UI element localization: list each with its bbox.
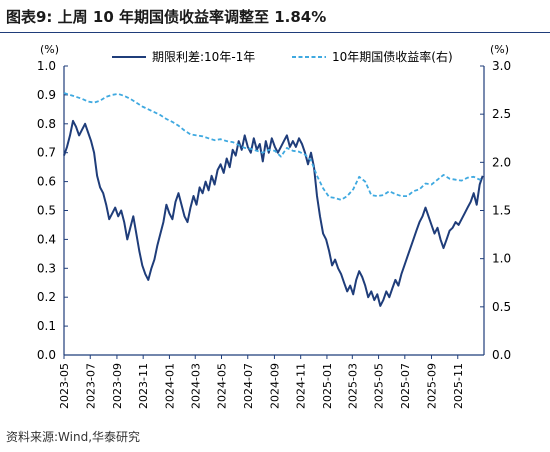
left-tick-label: 1.0 xyxy=(37,59,56,73)
right-tick-label: 3.0 xyxy=(492,59,511,73)
x-tick-label: 2025-09 xyxy=(426,363,439,409)
left-tick-label: 0.3 xyxy=(37,261,56,275)
x-tick-label: 2025-01 xyxy=(321,363,334,409)
legend-label: 期限利差:10年-1年 xyxy=(152,50,255,64)
left-axis-unit: (%) xyxy=(40,43,59,56)
left-tick-label: 0.4 xyxy=(37,232,56,246)
x-tick-label: 2024-03 xyxy=(189,363,202,409)
left-tick-label: 0.9 xyxy=(37,88,56,102)
title-bar: 图表9: 上周 10 年期国债收益率调整至 1.84% xyxy=(0,0,550,33)
left-tick-label: 0.2 xyxy=(37,290,56,304)
x-tick-label: 2024-01 xyxy=(163,363,176,409)
left-tick-label: 0.7 xyxy=(37,146,56,160)
left-tick-label: 0.8 xyxy=(37,117,56,131)
series-line-spread xyxy=(63,119,484,307)
left-tick-label: 0.6 xyxy=(37,175,56,189)
figure-source: 资料来源:Wind,华泰研究 xyxy=(6,430,141,444)
x-tick-label: 2023-11 xyxy=(137,363,150,409)
right-tick-label: 2.5 xyxy=(492,107,511,121)
left-tick-label: 0.0 xyxy=(37,348,56,362)
x-tick-label: 2025-03 xyxy=(346,363,359,409)
left-tick-label: 0.1 xyxy=(37,319,56,333)
x-tick-label: 2024-11 xyxy=(295,363,308,409)
legend: 期限利差:10年-1年 10年期国债收益率(右) xyxy=(112,49,453,64)
x-tick-label: 2025-05 xyxy=(373,363,386,409)
figure-title: 图表9: 上周 10 年期国债收益率调整至 1.84% xyxy=(6,8,327,26)
left-tick-label: 0.5 xyxy=(37,204,56,218)
axes: (%) (%) 0.0 0.1 0.2 0.3 0.4 0.5 0.6 0.7 0.8 0.9 1.0 0… xyxy=(37,43,511,409)
legend-label: 10年期国债收益率(右) xyxy=(332,49,453,64)
line-chart: (%) (%) 0.0 0.1 0.2 0.3 0.4 0.5 0.6 0.7 0.8 0.9 1.0 0… xyxy=(37,43,511,409)
x-tick-label: 2024-09 xyxy=(268,363,281,409)
right-tick-label: 1.0 xyxy=(492,252,511,266)
right-tick-label: 1.5 xyxy=(492,204,511,218)
x-tick-label: 2023-09 xyxy=(111,363,124,409)
x-tick-label: 2023-07 xyxy=(84,363,97,409)
right-tick-label: 0.5 xyxy=(492,300,511,314)
x-tick-label: 2025-07 xyxy=(399,363,412,409)
right-axis-unit: (%) xyxy=(490,43,509,56)
x-tick-label: 2024-07 xyxy=(242,363,255,409)
x-tick-label: 2024-05 xyxy=(216,363,229,409)
series-layer xyxy=(63,92,484,307)
right-tick-label: 2.0 xyxy=(492,155,511,169)
x-tick-label: 2023-05 xyxy=(58,363,71,409)
right-tick-label: 0.0 xyxy=(492,348,511,362)
series-line-yield xyxy=(63,92,484,201)
x-tick-label: 2025-11 xyxy=(452,363,465,409)
